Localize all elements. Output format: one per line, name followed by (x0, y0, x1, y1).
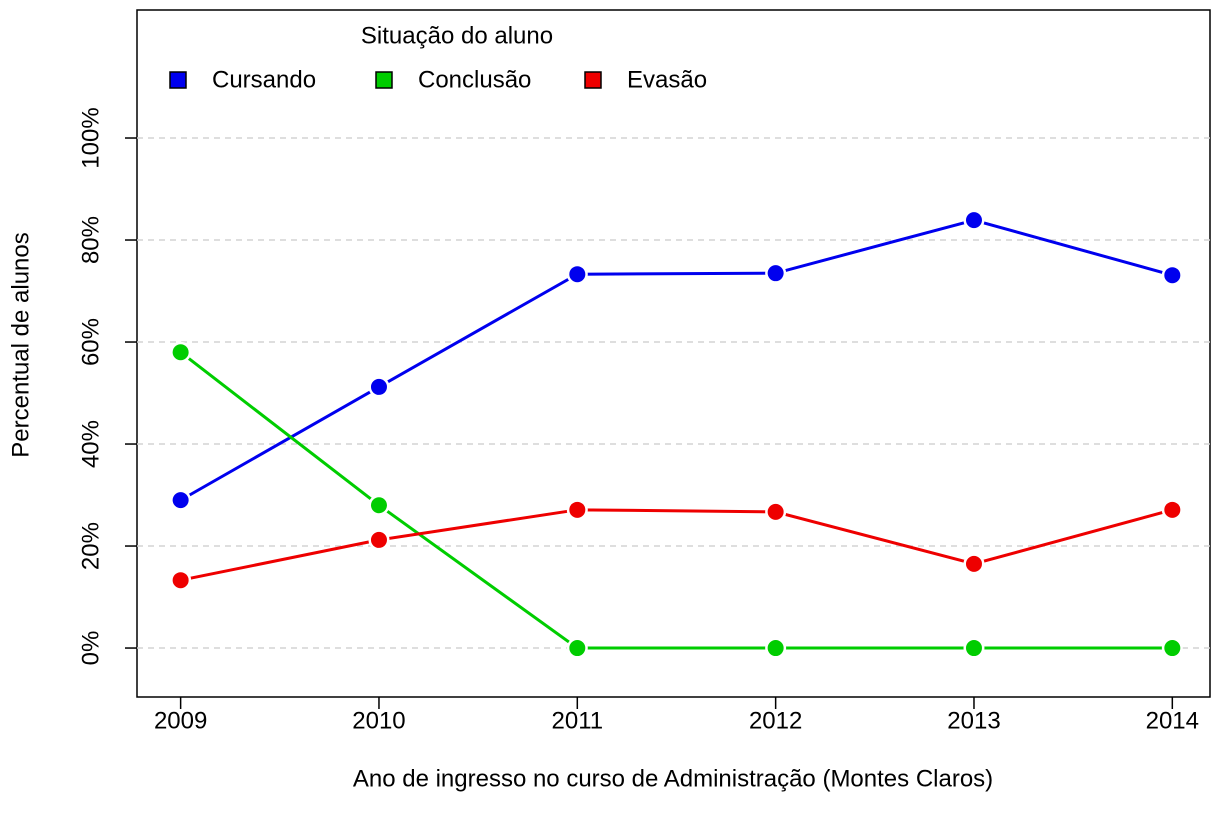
point (963, 637, 985, 659)
point (566, 499, 588, 521)
y-tick-label: 20% (77, 522, 104, 570)
point (368, 376, 390, 398)
point (368, 529, 390, 551)
legend-title: Situação do aluno (361, 22, 553, 49)
y-tick-label: 80% (77, 216, 104, 264)
point (170, 569, 192, 591)
x-tick-label: 2014 (1146, 707, 1199, 734)
point (368, 494, 390, 516)
point (963, 553, 985, 575)
point (1161, 637, 1183, 659)
point (1161, 499, 1183, 521)
x-tick-label: 2011 (552, 707, 604, 734)
legend-label: Conclusão (418, 66, 531, 93)
y-tick-label: 100% (77, 107, 104, 168)
y-tick-label: 40% (77, 420, 104, 468)
x-tick-label: 2012 (749, 707, 802, 734)
series-line (180, 508, 1173, 582)
point (963, 209, 985, 231)
y-tick-label: 60% (77, 318, 104, 366)
point (170, 489, 192, 511)
y-tick-label: 0% (77, 631, 104, 666)
legend-label: Cursando (212, 66, 316, 93)
legend-swatch (375, 71, 393, 89)
point (765, 637, 787, 659)
x-tick-label: 2009 (154, 707, 207, 734)
series-line (179, 351, 1173, 650)
legend-swatch (169, 71, 187, 89)
x-axis-label: Ano de ingresso no curso de Administraçã… (353, 765, 993, 792)
point (566, 263, 588, 285)
point (765, 501, 787, 523)
x-tick-label: 2013 (947, 707, 1000, 734)
point (765, 262, 787, 284)
plot-frame (136, 9, 1211, 698)
point (170, 341, 192, 363)
point (566, 637, 588, 659)
legend-label: Evasão (627, 66, 707, 93)
y-axis-label: Percentual de alunos (7, 232, 34, 458)
x-tick-label: 2010 (352, 707, 405, 734)
legend-swatch (584, 71, 602, 89)
point (1161, 264, 1183, 286)
series-line (179, 218, 1173, 502)
